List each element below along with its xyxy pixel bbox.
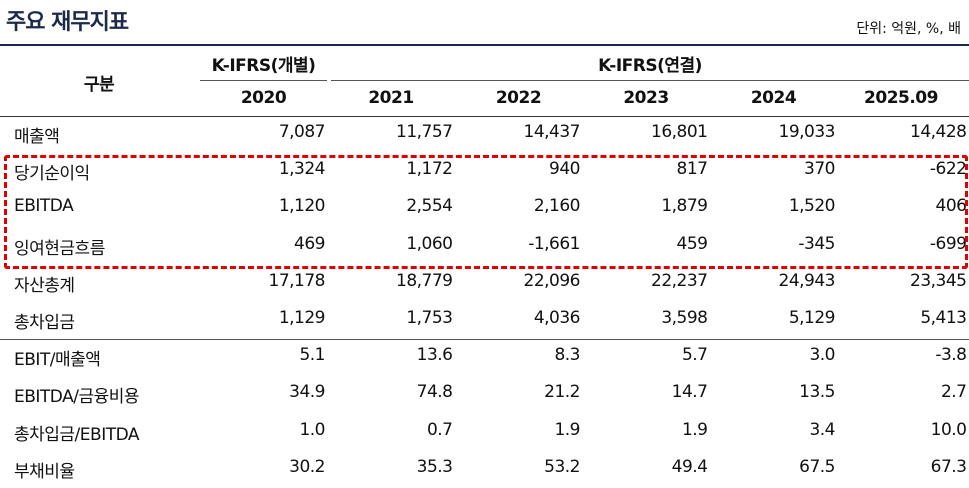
row-label: 총차입금 [14,313,75,333]
row-label: 당기순이익 [14,164,90,185]
cell: 406 [935,196,967,217]
cell: -622 [929,159,967,180]
cell: 11,757 [396,122,453,142]
cell: 34.9 [289,382,325,403]
cell: 3.0 [809,345,835,366]
cell: 5.7 [681,345,708,366]
cell: 18,779 [396,270,453,291]
cell: 1.0 [299,419,325,440]
column-header: 2023 [623,88,669,108]
header-border [0,116,969,117]
cell: 10.0 [930,419,967,440]
group: K-IFRS(연결) [598,56,702,76]
cell: -699 [929,233,967,254]
cell: 22,237 [651,270,708,291]
cell: 1,520 [788,196,836,217]
column-header: 2022 [495,88,542,108]
cell: 469 [294,233,325,254]
cell: -1,661 [528,233,580,254]
cell: -345 [798,233,835,254]
cell: 2.7 [940,382,967,403]
group: K-IFRS(개별) [211,56,316,76]
cell: 23,345 [910,270,967,291]
cell: 3.4 [809,419,835,440]
cell: 19,033 [778,122,836,142]
cell: 14,428 [910,122,967,142]
cell: 21.2 [544,382,580,403]
cell: 53.2 [544,456,580,477]
cell: 2,160 [533,196,581,217]
cell: 17,178 [268,270,326,291]
cell: 13.5 [799,382,835,403]
group-line [200,80,327,81]
title: 주요 재무지표 [6,10,129,35]
row-label: 부채비율 [14,461,75,482]
row-label: 잉여현금흐름 [14,238,105,259]
cell: 1,172 [406,159,453,180]
row-label: 총차입금/EBITDA [14,424,140,445]
row-label: EBITDA/금융비용 [14,387,140,408]
cell: 940 [549,159,580,180]
cell: 14.7 [671,382,708,403]
cell: 5.1 [299,345,325,366]
cell: 1.9 [681,419,708,440]
cell: 1,753 [406,308,453,328]
row-label: 매출액 [14,127,60,147]
top-border [0,44,969,46]
cell: 1,120 [278,196,326,217]
cell: 16,801 [651,122,708,142]
cell: 30.2 [289,456,325,477]
cell: 14,437 [523,122,581,142]
section-line [0,339,969,340]
column-header: 2024 [750,88,797,108]
cell: 5,129 [788,308,836,328]
highlight-box [4,155,968,269]
unit: 단위: 억원, %, 배 [856,21,961,37]
column-header: 2020 [240,88,287,108]
row-label: 자산총계 [14,275,75,296]
cell: -3.8 [935,345,967,366]
row-label: EBIT/매출액 [14,350,101,371]
cell: 8.3 [554,345,580,366]
cell: 370 [804,159,835,180]
cell: 49.4 [671,456,708,477]
cell: 74.8 [416,382,453,403]
cell: 67.5 [799,456,835,477]
cell: 1,879 [661,196,708,217]
cell: 1,324 [278,159,326,180]
cell: 1.9 [554,419,580,440]
cell: 0.7 [426,419,453,440]
column-header: 2021 [368,88,414,108]
cell: 459 [676,233,708,254]
corner: 구분 [83,75,115,95]
cell: 7,087 [278,122,326,142]
cell: 5,413 [920,308,967,328]
cell: 2,554 [406,196,453,217]
group-line [331,80,969,81]
cell: 35.3 [416,456,453,477]
cell: 817 [676,159,708,180]
cell: 22,096 [523,270,581,291]
cell: 4,036 [533,308,581,328]
column-header: 2025.09 [864,88,938,108]
cell: 67.3 [930,456,967,477]
cell: 24,943 [778,270,836,291]
cell: 1,060 [406,233,453,254]
cell: 3,598 [661,308,708,328]
cell: 13.6 [416,345,453,366]
cell: 1,129 [278,308,326,328]
row-label: EBITDA [14,196,74,217]
